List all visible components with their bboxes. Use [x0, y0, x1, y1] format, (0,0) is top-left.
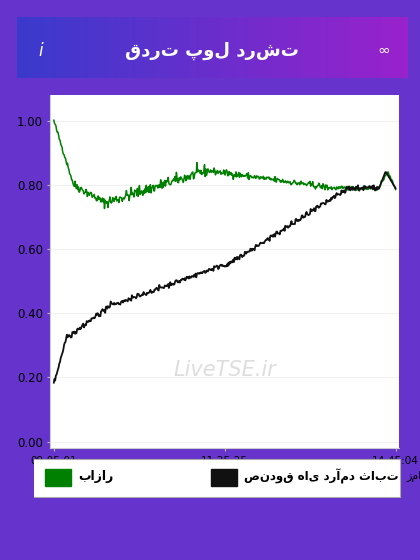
- Text: ∞: ∞: [378, 43, 390, 58]
- Text: زمان: زمان: [406, 471, 420, 482]
- Text: بازار: بازار: [78, 470, 113, 483]
- Text: LiveTSE.ir: LiveTSE.ir: [173, 361, 276, 380]
- FancyBboxPatch shape: [30, 459, 399, 497]
- Text: i: i: [38, 41, 42, 60]
- Bar: [211, 469, 237, 486]
- Text: صندوق های درآمد ثابت: صندوق های درآمد ثابت: [244, 469, 399, 484]
- Bar: [45, 469, 71, 486]
- Text: قدرت پول درشت: قدرت پول درشت: [125, 41, 299, 60]
